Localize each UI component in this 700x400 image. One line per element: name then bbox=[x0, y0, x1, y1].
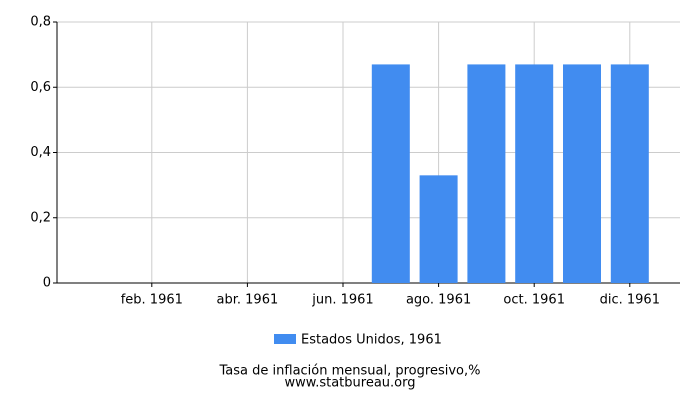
x-tick-label: jun. 1961 bbox=[311, 293, 373, 308]
bar bbox=[419, 175, 458, 283]
y-tick-label: 0,6 bbox=[30, 80, 51, 95]
legend-swatch bbox=[274, 334, 296, 344]
chart-subtitle: www.statbureau.org bbox=[285, 376, 416, 391]
bar bbox=[467, 64, 506, 283]
y-tick-label: 0,8 bbox=[30, 15, 51, 30]
x-tick-label: feb. 1961 bbox=[121, 293, 183, 308]
x-tick-label: ago. 1961 bbox=[406, 293, 471, 308]
x-tick-label: abr. 1961 bbox=[217, 293, 279, 308]
chart-title: Tasa de inflación mensual, progresivo,% bbox=[219, 364, 481, 379]
bar bbox=[610, 64, 649, 283]
bar bbox=[563, 64, 601, 283]
x-tick-label: dic. 1961 bbox=[600, 293, 660, 308]
legend-label: Estados Unidos, 1961 bbox=[301, 333, 442, 348]
y-tick-label: 0 bbox=[43, 276, 51, 291]
x-tick-label: oct. 1961 bbox=[503, 293, 565, 308]
y-tick-label: 0,2 bbox=[30, 210, 51, 225]
bar bbox=[371, 64, 410, 283]
bar bbox=[515, 64, 554, 283]
y-tick-label: 0,4 bbox=[30, 145, 51, 160]
